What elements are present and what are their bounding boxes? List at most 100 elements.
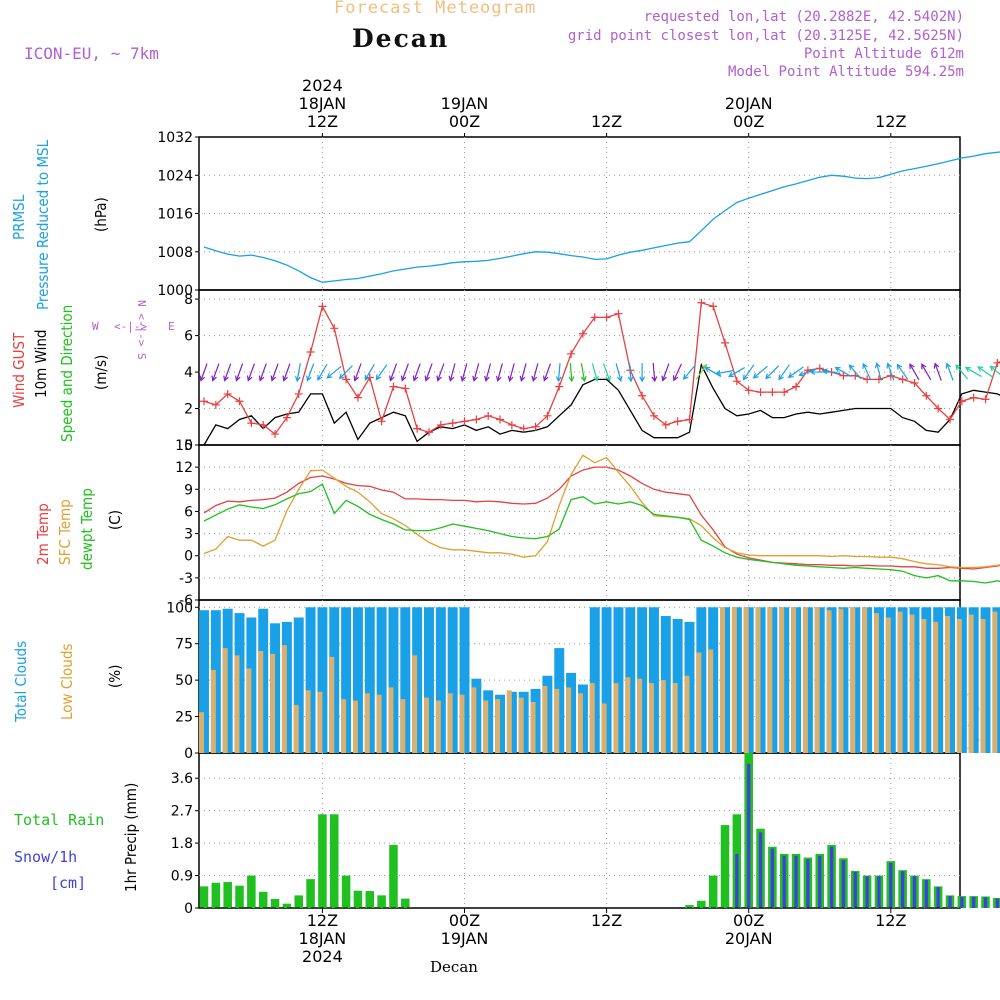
cloud-low-bar [850, 607, 856, 753]
snow-bar [983, 897, 988, 908]
wind-direction-arrow [977, 366, 994, 378]
wind-direction-arrow [270, 363, 279, 382]
cloud-total-bar [317, 607, 328, 753]
wind-direction-arrow [896, 363, 909, 380]
wind-gust-marker [223, 389, 232, 398]
wind-gust-marker [306, 348, 315, 356]
cloud-total-bar [435, 607, 446, 753]
rain-bar [270, 898, 280, 908]
snow-bar [735, 853, 739, 908]
wind-direction-arrow [765, 365, 780, 380]
cloud-low-bar [767, 607, 773, 753]
snow-bar [995, 898, 1000, 908]
cloud-total-bar [199, 610, 209, 753]
cloud-low-bar [388, 687, 394, 753]
wind-direction-arrow [317, 363, 328, 381]
cloud-low-bar [281, 645, 287, 753]
panel-frame [198, 444, 961, 601]
wind-direction-arrow [787, 366, 804, 378]
cloud-low-bar [329, 656, 335, 753]
y-tick-label: 100 [166, 600, 193, 616]
wind-direction-arrow [945, 362, 954, 381]
wind-direction-arrow [306, 363, 315, 382]
cloud-low-bar [743, 607, 749, 753]
snow-bar [865, 876, 869, 908]
wind-gust-marker [981, 395, 990, 404]
cloud-low-bar [637, 678, 643, 753]
temp-line-dewpt [203, 483, 1000, 584]
location-title: Decan [352, 24, 450, 53]
rain-bar [258, 891, 268, 908]
wind-gust-marker [389, 382, 398, 391]
gridpoint-lonlat: grid point closest lon,lat (20.3125E, 42… [567, 28, 964, 44]
time-label-bottom: 00Z [449, 911, 480, 930]
y-tick-label: 12 [175, 460, 193, 476]
wind-direction-arrow [258, 363, 267, 382]
cloud-total-bar [246, 617, 257, 753]
wind-gust-marker [211, 400, 220, 409]
rain-bar [247, 875, 256, 908]
cloud-low-bar [352, 700, 358, 753]
wind-direction-arrow [555, 363, 562, 383]
cloud-total-bar [210, 610, 221, 753]
wind-gust-marker [946, 415, 954, 424]
rain-bar [329, 814, 339, 908]
precip-unit: 1hr Precip (mm) [122, 783, 140, 892]
snow-bar [853, 871, 857, 908]
wind-gust-marker [721, 338, 730, 347]
y-tick-label: 75 [175, 637, 193, 653]
cloud-low-bar [506, 690, 512, 753]
wind-gust-marker [815, 364, 824, 373]
snow-bar [912, 876, 917, 908]
wind-gust-marker [649, 411, 658, 420]
wind-direction-arrow [326, 365, 342, 379]
cloud-low-bar [660, 680, 666, 753]
cloud-low-bar [317, 691, 323, 753]
time-label-bottom: 2024 [302, 947, 343, 966]
wind-gust-marker [555, 382, 564, 391]
cloud-low-bar [885, 617, 891, 753]
wind-gust-marker [590, 313, 599, 322]
cloud-low-bar [720, 607, 726, 753]
cloud-total-bar [341, 607, 352, 753]
rain-bar [294, 895, 303, 908]
cloud-low-bar [222, 648, 228, 753]
cloud-low-bar [483, 700, 489, 753]
time-label-top: 00Z [449, 112, 480, 131]
wind-gust-marker [839, 371, 848, 380]
wind-direction-arrow [531, 363, 539, 382]
y-tick-label: 9 [184, 482, 193, 498]
wind-direction-arrow [752, 365, 768, 379]
cloud-low-bar [435, 700, 441, 753]
wind-direction-arrow [834, 366, 852, 378]
wind-direction-arrow [964, 366, 982, 378]
model-point-altitude: Model Point Altitude 594.25m [727, 64, 964, 80]
y-tick-label: -6 [179, 593, 193, 609]
wind-gust-marker [282, 413, 291, 422]
wind-gust-marker [401, 384, 410, 393]
cloud-total-bar [352, 607, 363, 753]
wind-direction-arrow [412, 363, 421, 382]
cloud-low-bar [802, 607, 808, 753]
cloud-low-bar [838, 608, 844, 753]
wind-direction-arrow [400, 363, 409, 382]
rain-bar [401, 898, 410, 908]
cloud-low-bar [447, 693, 453, 753]
cloud-low-bar [755, 607, 761, 753]
time-label-bottom: 20JAN [725, 929, 773, 948]
cloud-low-bar [897, 611, 903, 753]
rain-bar [685, 905, 694, 908]
cloud-low-bar [530, 702, 536, 753]
wind-direction-arrow [375, 364, 388, 381]
y-tick-label: 1008 [157, 245, 193, 261]
y-tick-label: 0 [184, 549, 193, 565]
cloud-low-bar [589, 683, 595, 753]
wind-direction-arrow [424, 363, 433, 382]
y-tick-label: 0 [184, 901, 193, 917]
cloud-low-bar [400, 699, 406, 753]
wind-gust-marker [673, 417, 682, 426]
wind-direction-arrow [821, 368, 841, 375]
wind-speed-line [203, 362, 1000, 446]
wind-gust-marker [768, 388, 777, 397]
